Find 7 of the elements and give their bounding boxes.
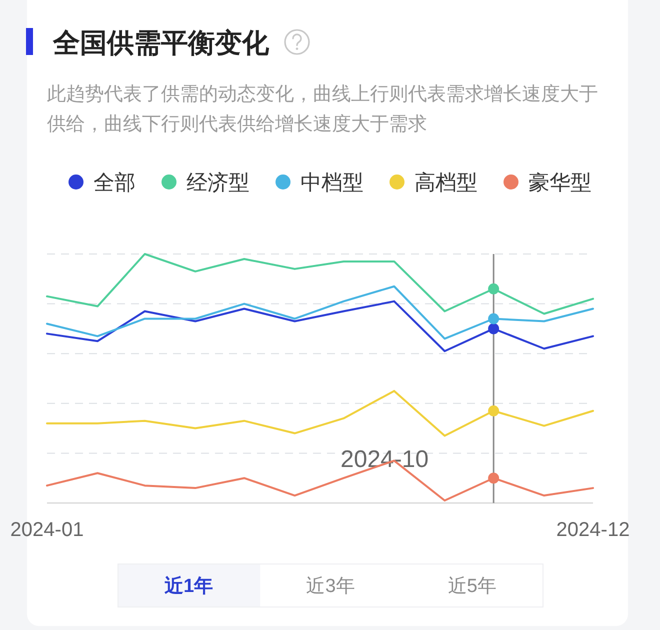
annotation: 近5年 [448, 576, 496, 597]
annotation: 近1年 [164, 576, 214, 597]
subtitle: 此趋势代表了供需的动态变化，曲线上行则代表需求增长速度大于供给，曲线下行则代表供给增长速度大于需求 [47, 84, 598, 135]
x-tick-label: 2024-01 [10, 519, 84, 541]
title: 全国供需平衡变化 [53, 28, 269, 58]
annotation: 近3年 [306, 576, 355, 597]
x-tick-label: 2024-12 [556, 519, 630, 541]
